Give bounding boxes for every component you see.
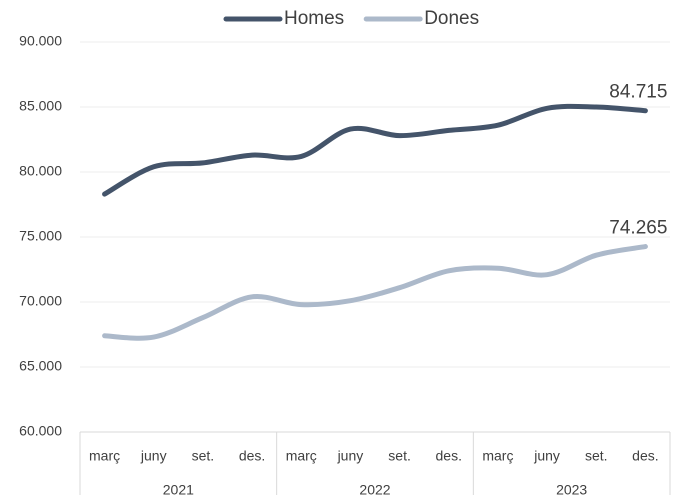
series-line	[102, 103, 648, 197]
x-tick-label: set.	[585, 448, 608, 464]
legend-label: Homes	[284, 8, 344, 29]
x-tick-label: set.	[388, 448, 411, 464]
y-tick-label: 60.000	[19, 423, 62, 439]
data-label: 84.715	[609, 82, 667, 103]
group-label: 2023	[556, 482, 587, 495]
x-tick-label: des.	[632, 448, 658, 464]
group-label: 2022	[359, 482, 390, 495]
x-tick-label: juny	[337, 448, 364, 464]
x-tick-label: juny	[533, 448, 560, 464]
x-tick-label: març	[482, 448, 513, 464]
y-tick-label: 65.000	[19, 358, 62, 374]
y-tick-label: 80.000	[19, 163, 62, 179]
x-tick-label: set.	[192, 448, 215, 464]
legend-label: Dones	[424, 8, 479, 29]
series-line	[102, 244, 648, 341]
x-tick-label: des.	[436, 448, 462, 464]
group-label: 2021	[163, 482, 194, 495]
y-tick-label: 90.000	[19, 33, 62, 49]
x-tick-label: juny	[140, 448, 167, 464]
y-tick-label: 75.000	[19, 228, 62, 244]
y-tick-label: 70.000	[19, 293, 62, 309]
x-tick-label: des.	[239, 448, 265, 464]
y-tick-label: 85.000	[19, 98, 62, 114]
x-tick-label: març	[286, 448, 317, 464]
data-label: 74.265	[609, 218, 667, 239]
x-tick-label: març	[89, 448, 120, 464]
